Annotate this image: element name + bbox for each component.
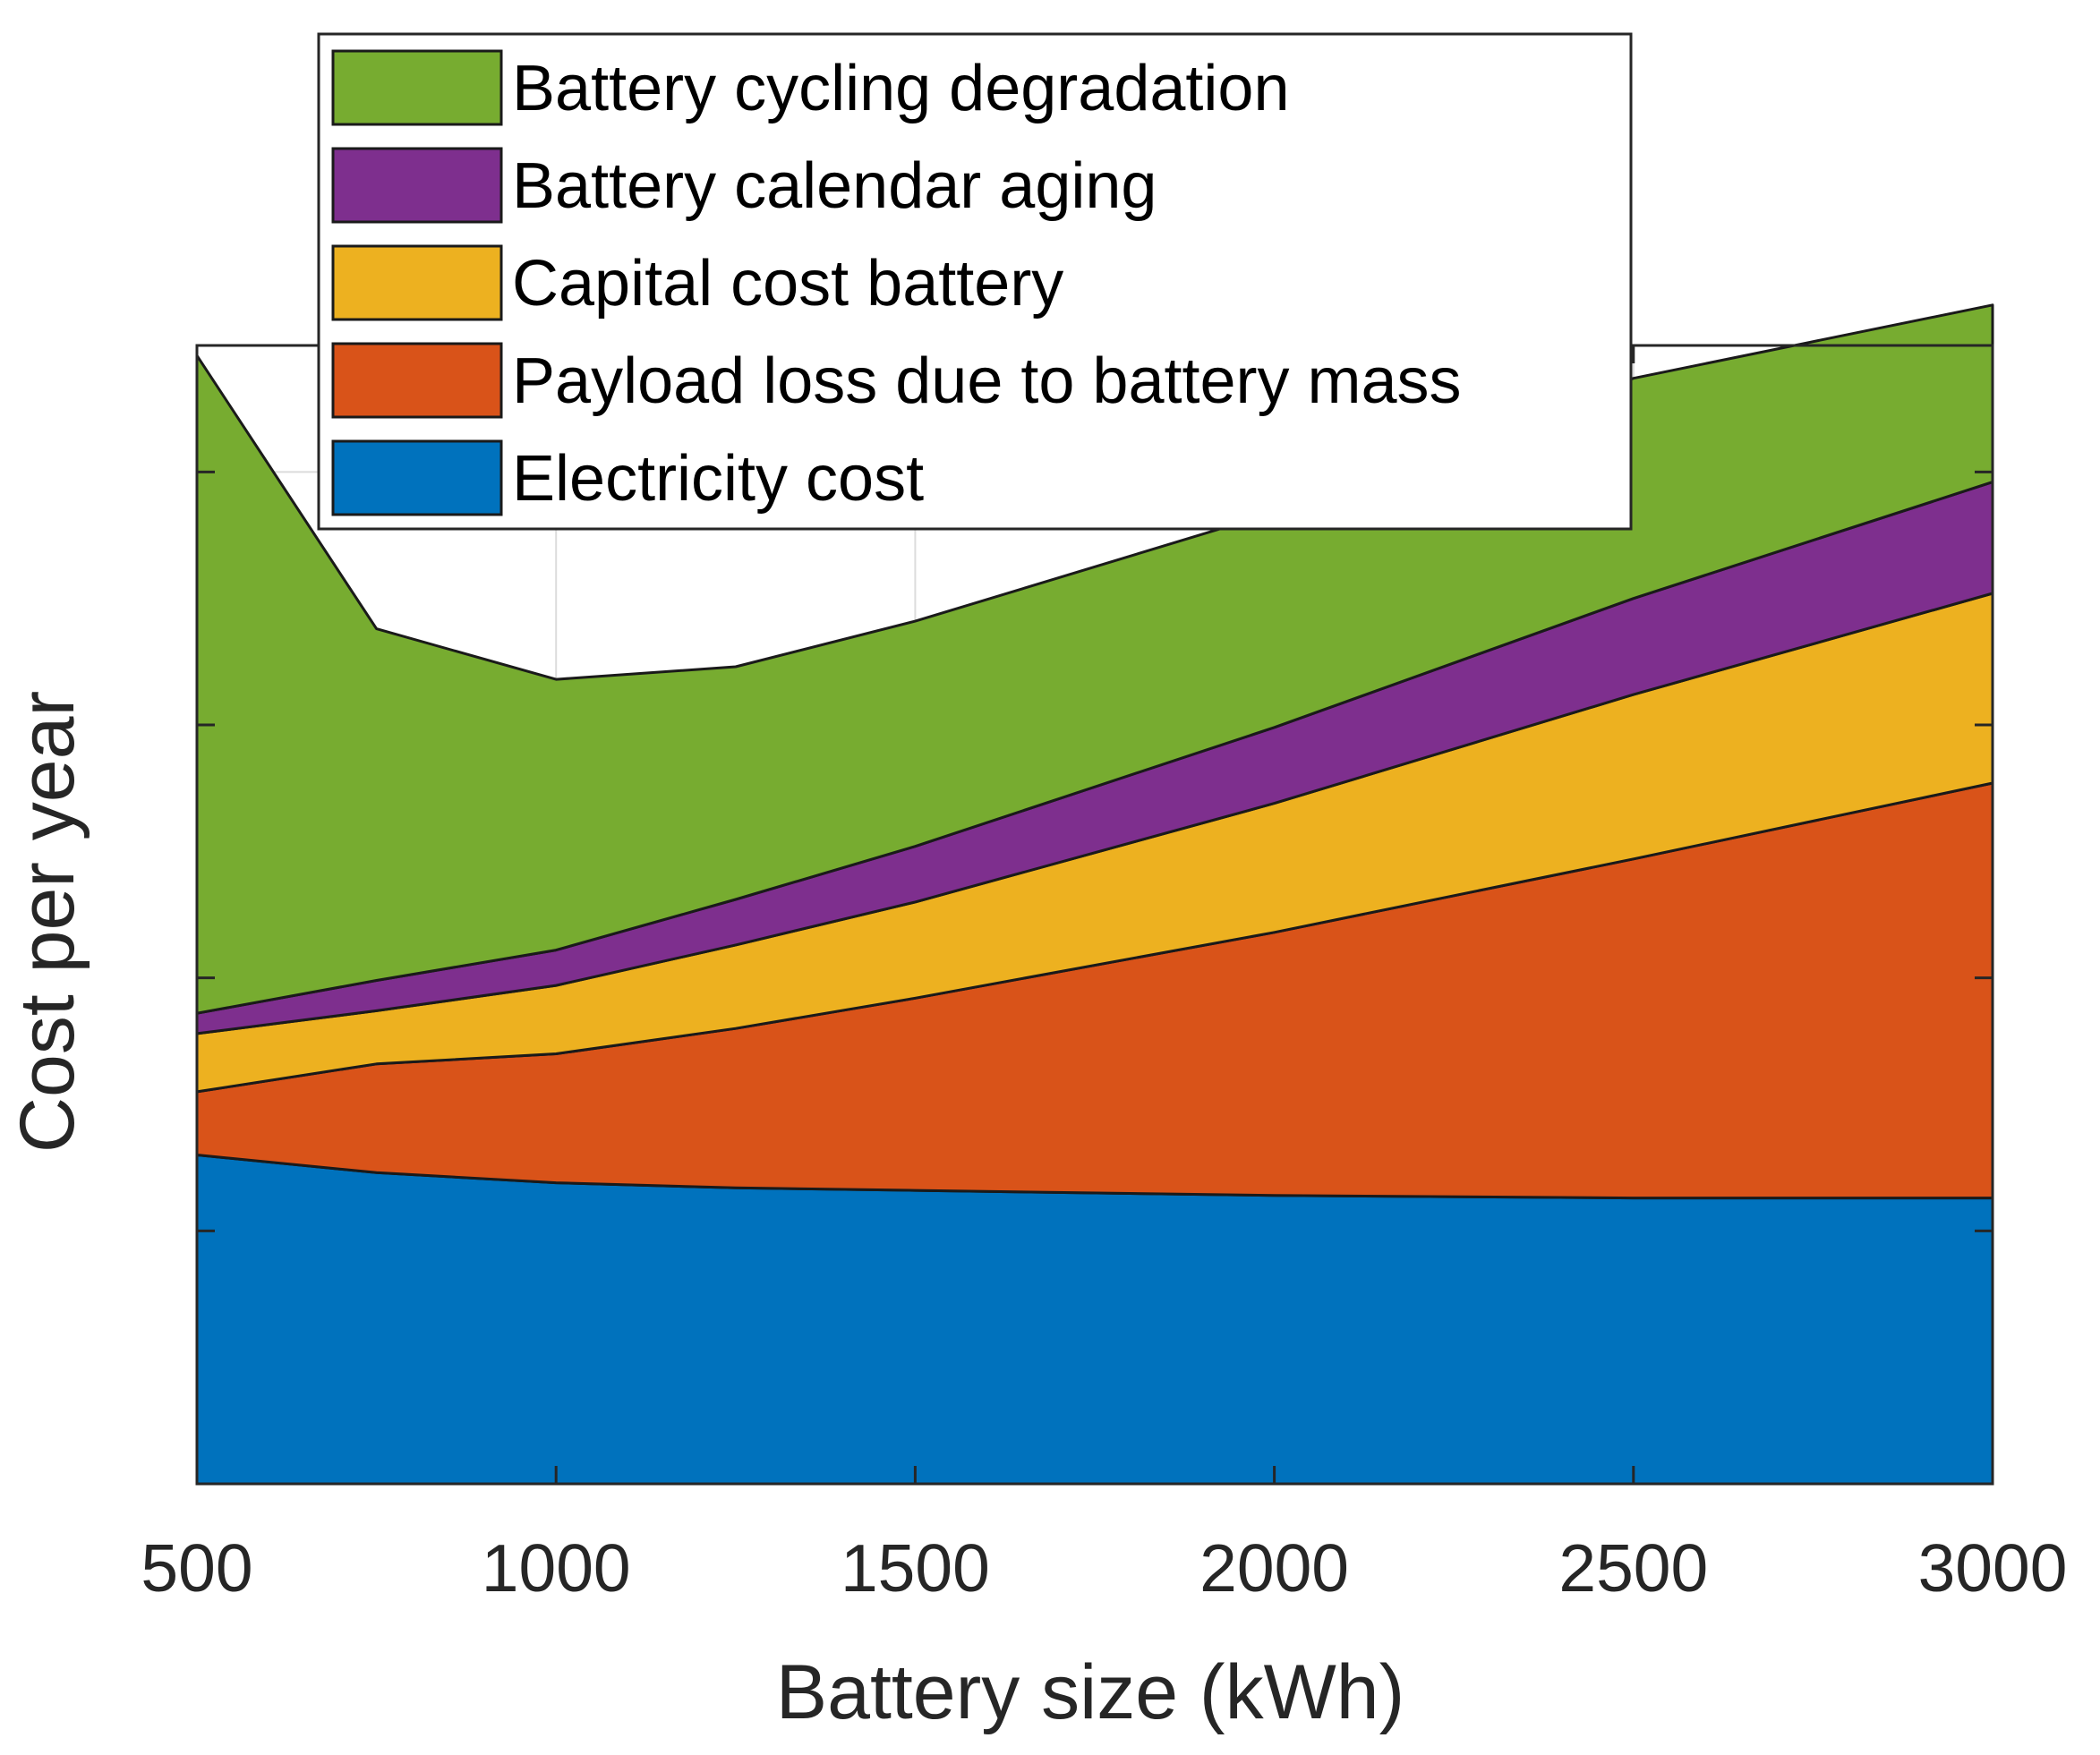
legend-swatch-capital-cost-battery — [331, 244, 503, 321]
legend-swatch-payload-loss-due-to-battery-mass — [331, 342, 503, 419]
x-tick-label: 3000 — [1918, 1530, 2068, 1606]
x-tick-labels: 500 1000 1500 2000 2500 3000 — [141, 1530, 2067, 1606]
legend-swatch-battery-calendar-aging — [331, 147, 503, 224]
stacked-areas — [195, 303, 1994, 1486]
y-axis-title: Cost per year — [4, 691, 90, 1153]
legend-label-electricity-cost: Electricity cost — [512, 443, 924, 515]
area-electricity-cost — [195, 1154, 1994, 1486]
x-tick-label: 500 — [141, 1530, 252, 1606]
legend: Battery cycling degradation Battery calen… — [317, 32, 1633, 531]
legend-swatch-electricity-cost — [331, 439, 503, 516]
x-tick-label: 1000 — [482, 1530, 631, 1606]
legend-label-payload-loss-due-to-battery-mass: Payload loss due to battery mass — [512, 345, 1462, 417]
legend-label-battery-cycling-degradation: Battery cycling degradation — [512, 53, 1290, 124]
legend-box — [317, 32, 1633, 531]
legend-entries: Battery cycling degradation Battery calen… — [331, 49, 1462, 516]
x-axis-title: Battery size (kWh) — [776, 1649, 1404, 1735]
legend-label-capital-cost-battery: Capital cost battery — [512, 248, 1063, 319]
x-tick-label: 2000 — [1199, 1530, 1349, 1606]
x-tick-label: 2500 — [1558, 1530, 1708, 1606]
x-tick-label: 1500 — [841, 1530, 990, 1606]
legend-swatch-battery-cycling-degradation — [331, 49, 503, 126]
legend-label-battery-calendar-aging: Battery calendar aging — [512, 150, 1157, 222]
